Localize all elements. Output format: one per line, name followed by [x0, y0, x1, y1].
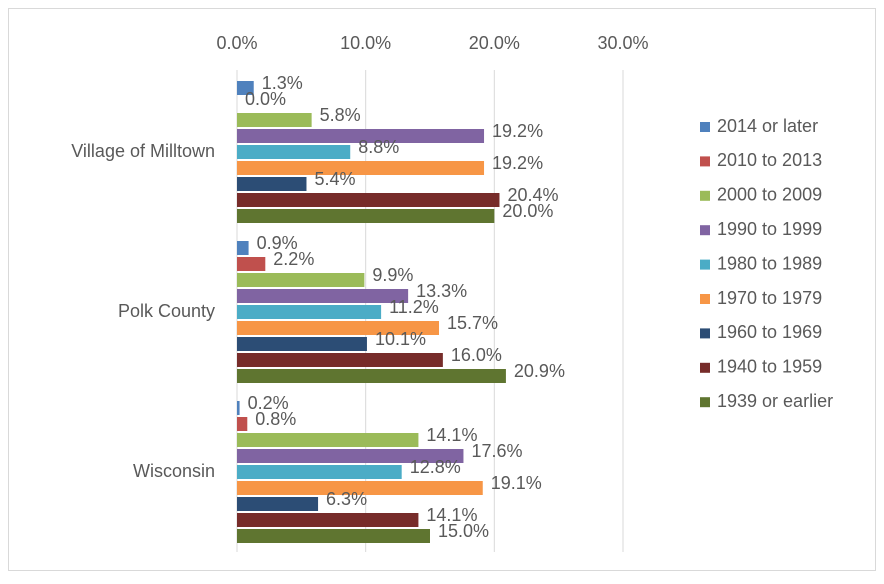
bar	[237, 369, 506, 383]
data-label: 20.9%	[514, 361, 565, 381]
bar	[237, 129, 485, 143]
legend-label: 1960 to 1969	[717, 322, 822, 342]
legend-swatch	[700, 259, 710, 270]
legend-swatch	[700, 122, 710, 132]
bar	[237, 193, 500, 207]
bar	[237, 529, 430, 543]
data-label: 0.0%	[245, 89, 286, 109]
data-label: 20.4%	[507, 185, 558, 205]
bar	[237, 257, 266, 271]
bar	[237, 145, 351, 159]
legend-label: 1939 or earlier	[717, 391, 833, 411]
bar	[237, 289, 409, 303]
data-label: 15.7%	[447, 313, 498, 333]
chart-border	[8, 8, 876, 571]
bar	[237, 81, 254, 95]
legend-swatch	[700, 156, 710, 167]
bar	[237, 449, 464, 463]
y-tick-label: Village of Milltown	[71, 141, 215, 161]
data-label: 0.9%	[257, 233, 298, 253]
legend-label: 2010 to 2013	[717, 150, 822, 170]
bar	[237, 481, 483, 495]
bar	[237, 273, 365, 287]
data-label: 5.8%	[320, 105, 361, 125]
data-label: 5.4%	[314, 169, 355, 189]
legend-label: 2000 to 2009	[717, 185, 822, 205]
bar	[237, 401, 240, 415]
data-label: 15.0%	[438, 521, 489, 541]
data-label: 1.3%	[262, 73, 303, 93]
legend-swatch	[700, 397, 710, 408]
data-label: 8.8%	[358, 137, 399, 157]
bar	[237, 161, 485, 175]
bar	[237, 497, 319, 511]
x-tick-label: 30.0%	[597, 33, 648, 53]
legend-label: 1980 to 1989	[717, 253, 822, 273]
data-label: 16.0%	[451, 345, 502, 365]
bar	[237, 513, 419, 527]
data-label: 9.9%	[372, 265, 413, 285]
bar	[237, 433, 419, 447]
data-label: 13.3%	[416, 281, 467, 301]
legend-label: 2014 or later	[717, 116, 818, 136]
bar	[237, 321, 440, 335]
x-tick-label: 20.0%	[469, 33, 520, 53]
data-label: 20.0%	[502, 201, 553, 221]
legend-swatch	[700, 225, 710, 236]
legend-label: 1990 to 1999	[717, 219, 822, 239]
bar	[237, 177, 307, 191]
x-tick-label: 10.0%	[340, 33, 391, 53]
data-label: 0.2%	[248, 393, 289, 413]
data-label: 11.2%	[389, 297, 439, 317]
bar	[237, 353, 443, 367]
data-label: 14.1%	[426, 425, 477, 445]
bar	[237, 417, 248, 431]
legend-swatch	[700, 294, 710, 304]
bar	[237, 305, 382, 319]
y-tick-label: Polk County	[118, 301, 215, 321]
data-label: 2.2%	[273, 249, 314, 269]
bar	[237, 113, 312, 127]
legend-swatch	[700, 190, 710, 201]
legend-swatch	[700, 328, 710, 339]
data-label: 19.2%	[492, 153, 543, 173]
x-tick-label: 0.0%	[216, 33, 257, 53]
legend-swatch	[700, 362, 710, 373]
bar	[237, 465, 402, 479]
data-label: 17.6%	[471, 441, 522, 461]
data-label: 14.1%	[426, 505, 477, 525]
bar	[237, 209, 495, 223]
y-tick-label: Wisconsin	[133, 461, 215, 481]
data-label: 19.1%	[491, 473, 542, 493]
legend-label: 1970 to 1979	[717, 288, 822, 308]
data-label: 19.2%	[492, 121, 543, 141]
bar	[237, 241, 249, 255]
data-label: 10.1%	[375, 329, 426, 349]
data-label: 12.8%	[410, 457, 461, 477]
legend-label: 1940 to 1959	[717, 357, 822, 377]
data-label: 6.3%	[326, 489, 367, 509]
data-label: 0.8%	[255, 409, 296, 429]
bar	[237, 337, 367, 351]
